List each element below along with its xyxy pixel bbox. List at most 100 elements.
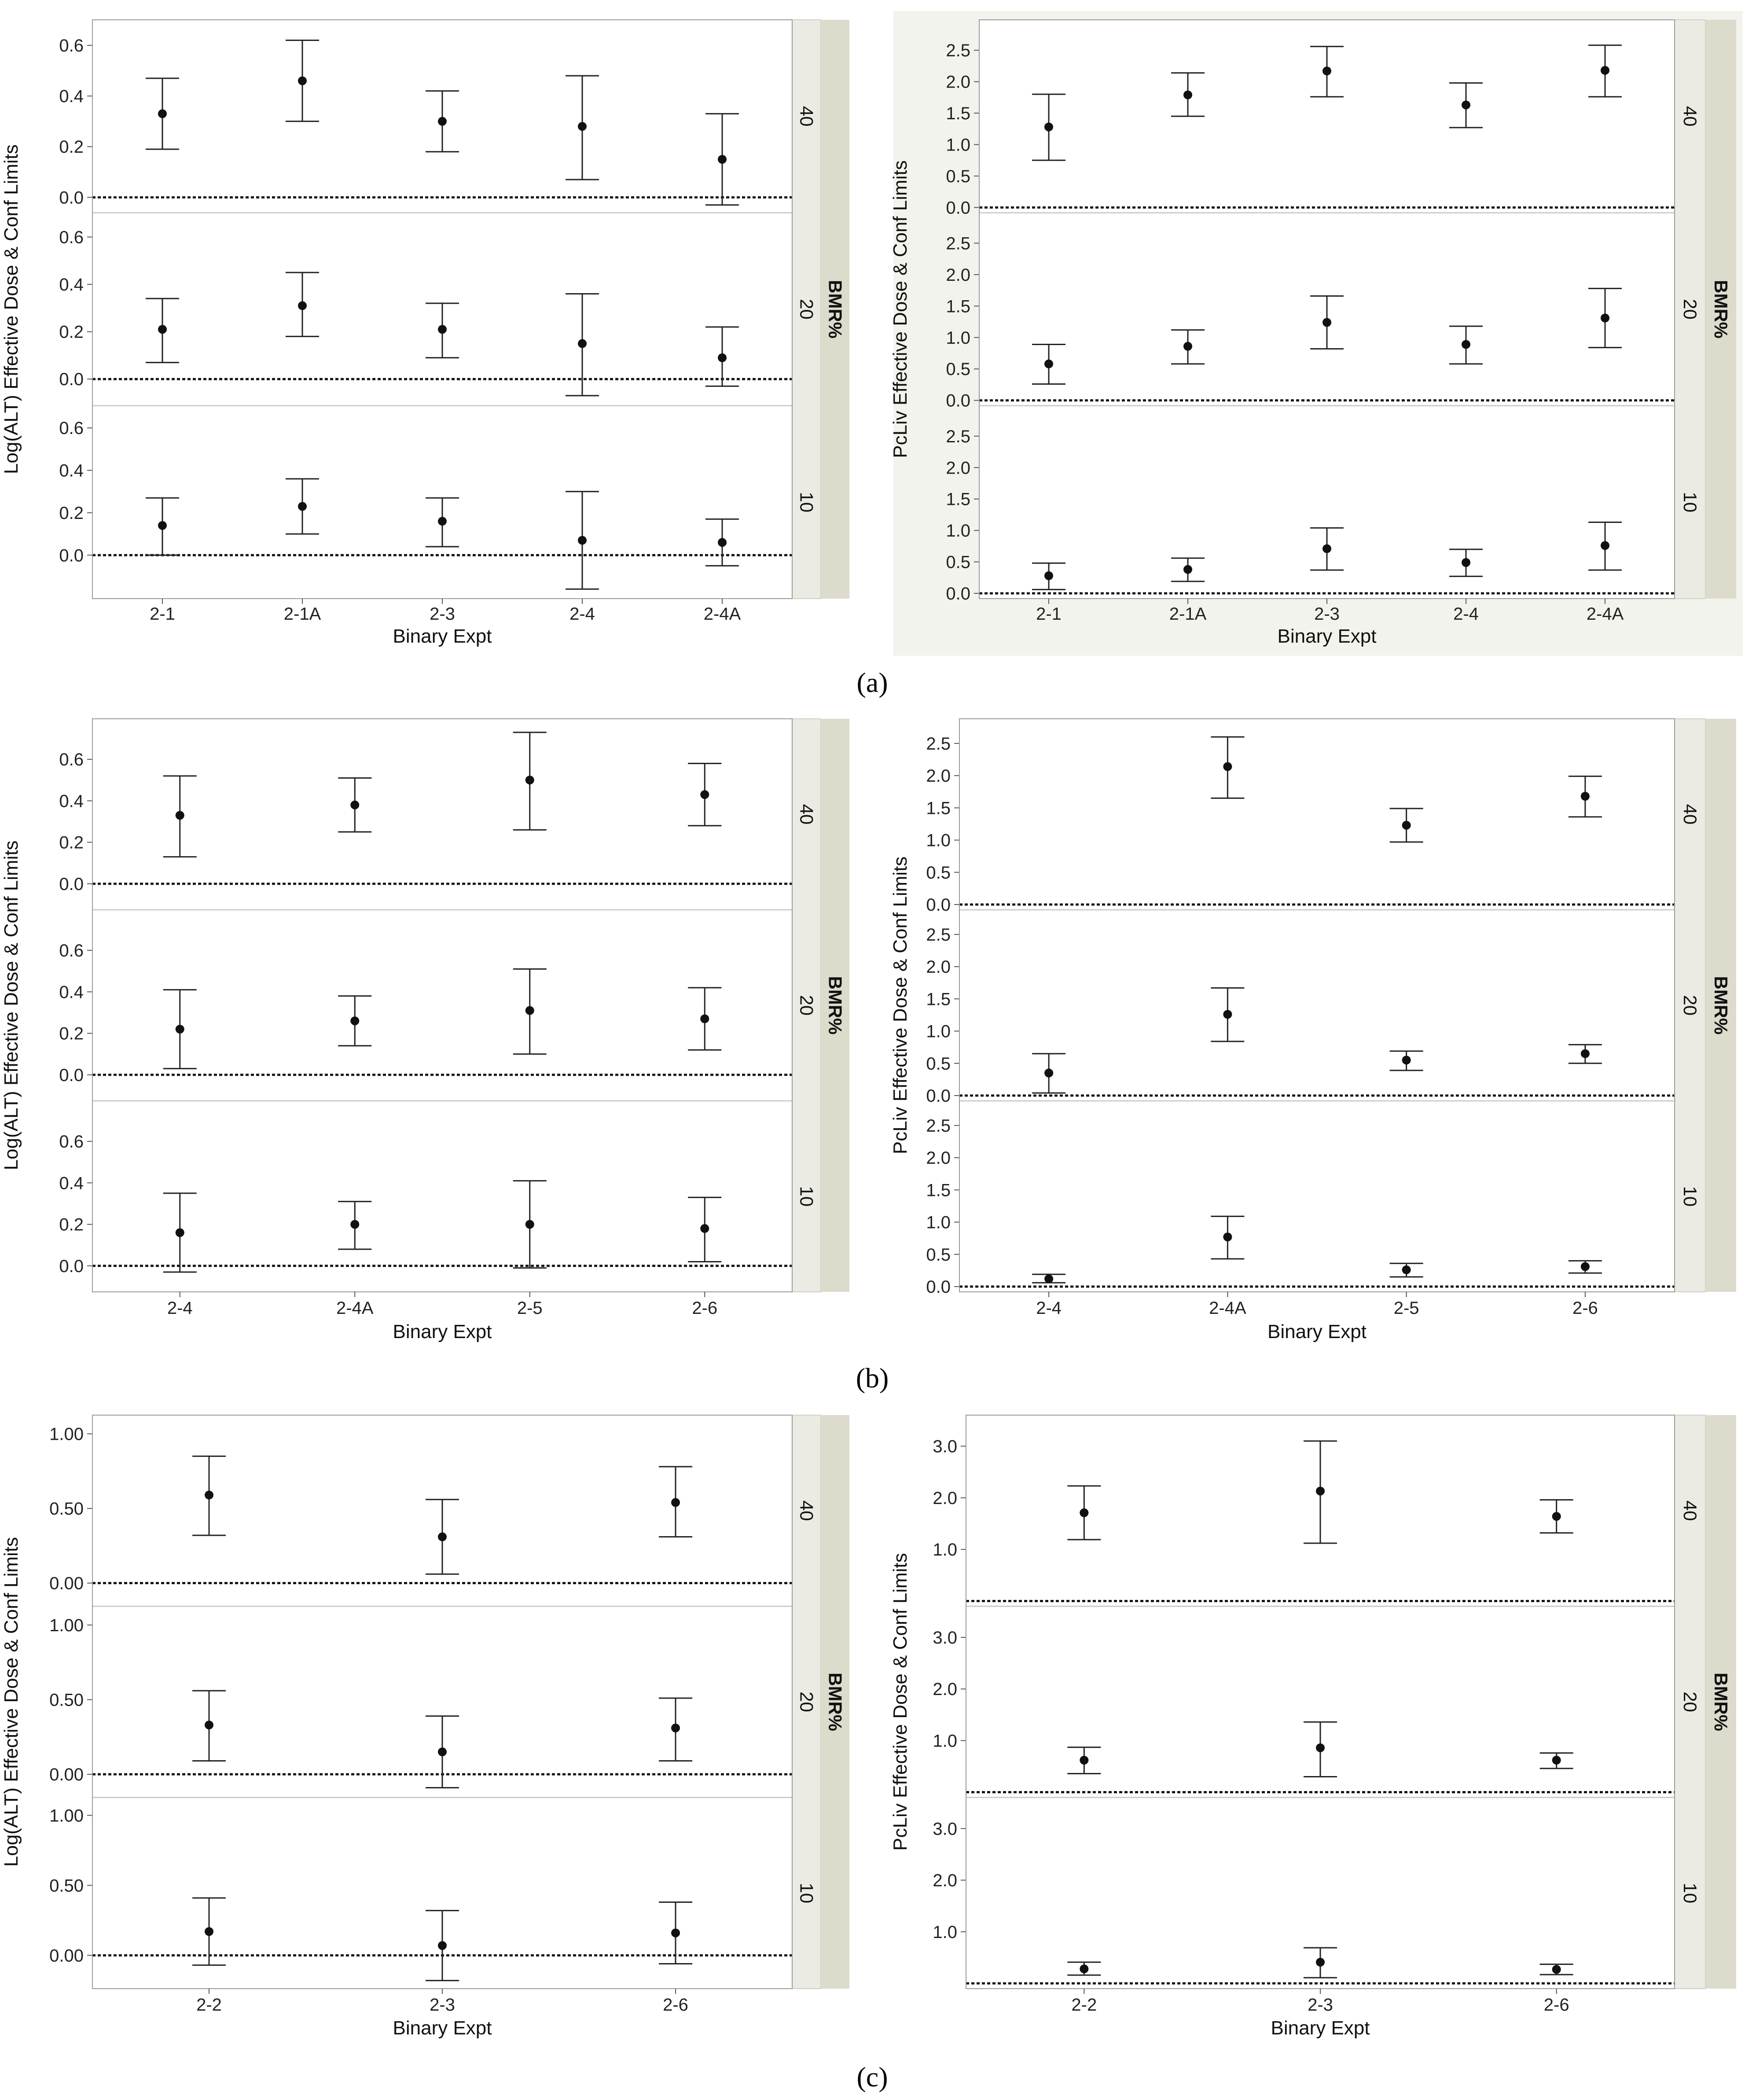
y-tick-label: 2.0 <box>946 265 970 285</box>
facet-label-40: 40 <box>1680 804 1701 825</box>
data-point <box>298 502 307 511</box>
data-point <box>671 1928 680 1938</box>
data-point <box>1223 1232 1232 1242</box>
y-tick-label: 3.0 <box>933 1628 957 1648</box>
x-tick-label: 2-3 <box>430 604 455 624</box>
chart-panel-b-pcliv: BMR% 40 0.0 0.5 1.0 1.5 2.0 2.5 20 0.0 0.5 1.0 1.5 2.… <box>889 718 1736 1342</box>
y-tick-label: 0.2 <box>59 504 84 523</box>
y-tick-label: 0.0 <box>59 370 84 389</box>
data-point <box>1580 1262 1590 1271</box>
y-tick-label: 0.4 <box>59 1173 84 1193</box>
data-point <box>700 1224 709 1233</box>
data-point <box>205 1490 213 1500</box>
data-point <box>1183 342 1192 351</box>
x-axis-title: Binary Expt <box>1267 1321 1367 1342</box>
facet-title-strip <box>821 20 849 599</box>
x-tick-label: 2-4 <box>1453 604 1479 624</box>
y-tick-label: 1.0 <box>926 831 951 850</box>
chart-layer: BMR% 40 0.0 0.2 0.4 0.6 20 0.0 0.2 0.4 0.6 10 0.0 0.2… <box>0 11 1743 2039</box>
y-tick-label: 3.0 <box>933 1437 957 1456</box>
data-point <box>438 517 447 526</box>
chart-panel-a-pcliv: BMR% 40 0.0 0.5 1.0 1.5 2.0 2.5 20 0.0 0.5 1.0 1.5 2.… <box>889 11 1743 656</box>
chart-panel-c-pcliv: BMR% 40 1.0 2.0 3.0 20 1.0 2.0 3.0 10 1.0 2.0 3.0 2-2… <box>889 1415 1736 2039</box>
x-tick-label: 2-6 <box>1544 1995 1569 2015</box>
x-axis-title: Binary Expt <box>393 2017 492 2039</box>
y-tick-label: 1.0 <box>933 1731 957 1751</box>
y-tick-label: 2.0 <box>926 957 951 977</box>
facet-strip <box>792 19 821 599</box>
facet-label-10: 10 <box>797 1883 817 1903</box>
data-point <box>578 536 587 545</box>
data-point <box>438 1941 447 1950</box>
y-tick-label: 1.0 <box>946 521 970 541</box>
x-tick-label: 2-6 <box>1572 1298 1598 1318</box>
x-tick-label: 2-4A <box>1209 1298 1246 1318</box>
x-tick-label: 2-2 <box>196 1995 222 2015</box>
facet-title-label: BMR% <box>1711 1673 1731 1731</box>
x-tick-label: 2-3 <box>1308 1995 1333 2015</box>
data-point <box>298 76 307 85</box>
x-tick-label: 2-4 <box>1036 1298 1062 1318</box>
chart-panel-a-log-alt: BMR% 40 0.0 0.2 0.4 0.6 20 0.0 0.2 0.4 0.6 10 0.0 0.2… <box>0 19 849 647</box>
y-tick-label: 0.6 <box>59 1132 84 1151</box>
y-tick-label: 0.5 <box>946 167 970 186</box>
data-point <box>718 353 727 362</box>
x-tick-label: 2-4A <box>704 604 741 624</box>
y-tick-label: 0.0 <box>926 1086 951 1106</box>
y-axis-title: Log(ALT) Effective Dose & Conf Limits <box>0 144 22 474</box>
data-point <box>1044 571 1053 580</box>
y-tick-label: 0.0 <box>59 188 84 207</box>
y-axis-title: Log(ALT) Effective Dose & Conf Limits <box>0 1537 22 1867</box>
y-tick-label: 0.2 <box>59 1215 84 1235</box>
y-tick-label: 1.00 <box>49 1806 84 1825</box>
data-point <box>1080 1755 1089 1765</box>
y-tick-label: 2.0 <box>933 1489 957 1508</box>
y-tick-label: 1.0 <box>933 1923 957 1942</box>
facet-title-label: BMR% <box>825 280 846 338</box>
facet-label-40: 40 <box>797 804 817 825</box>
data-point <box>1552 1965 1561 1974</box>
y-tick-label: 0.50 <box>49 1690 84 1710</box>
data-point <box>525 776 534 785</box>
y-tick-label: 0.0 <box>946 198 970 217</box>
facet-title-label: BMR% <box>1711 280 1731 338</box>
data-point <box>1323 544 1331 553</box>
y-tick-label: 1.5 <box>926 798 951 818</box>
data-point <box>671 1723 680 1732</box>
facet-title-strip <box>1705 719 1736 1292</box>
data-point <box>1323 66 1331 76</box>
facet-label-10: 10 <box>1680 1883 1701 1903</box>
y-tick-label: 0.0 <box>946 584 970 603</box>
data-point <box>158 325 167 334</box>
y-axis-title: Log(ALT) Effective Dose & Conf Limits <box>0 840 22 1170</box>
y-tick-label: 1.5 <box>946 297 970 316</box>
y-tick-label: 0.5 <box>926 1245 951 1265</box>
data-point <box>298 301 307 310</box>
data-point <box>1316 1743 1325 1752</box>
y-tick-label: 2.5 <box>946 234 970 253</box>
y-tick-label: 0.4 <box>59 461 84 481</box>
y-tick-label: 2.0 <box>933 1871 957 1890</box>
x-tick-label: 2-4A <box>1587 604 1624 624</box>
facet-title-strip <box>821 719 849 1292</box>
data-point <box>158 521 167 530</box>
y-tick-label: 0.6 <box>59 419 84 438</box>
y-tick-label: 0.6 <box>59 36 84 55</box>
data-point <box>175 811 184 820</box>
y-tick-label: 1.00 <box>49 1616 84 1635</box>
caption-b: (b) <box>856 1362 889 1394</box>
data-point <box>1223 1010 1232 1019</box>
y-tick-label: 0.4 <box>59 791 84 811</box>
data-point <box>578 339 587 348</box>
data-point <box>1044 1274 1054 1284</box>
data-point <box>438 117 447 126</box>
y-tick-label: 0.0 <box>926 895 951 915</box>
y-tick-label: 0.0 <box>59 546 84 565</box>
y-tick-label: 2.5 <box>926 1116 951 1136</box>
data-point <box>1316 1486 1325 1496</box>
y-tick-label: 0.5 <box>946 360 970 379</box>
data-point <box>1552 1755 1561 1765</box>
x-tick-label: 2-5 <box>517 1298 543 1318</box>
data-point <box>1223 762 1232 771</box>
data-point <box>350 1220 360 1229</box>
